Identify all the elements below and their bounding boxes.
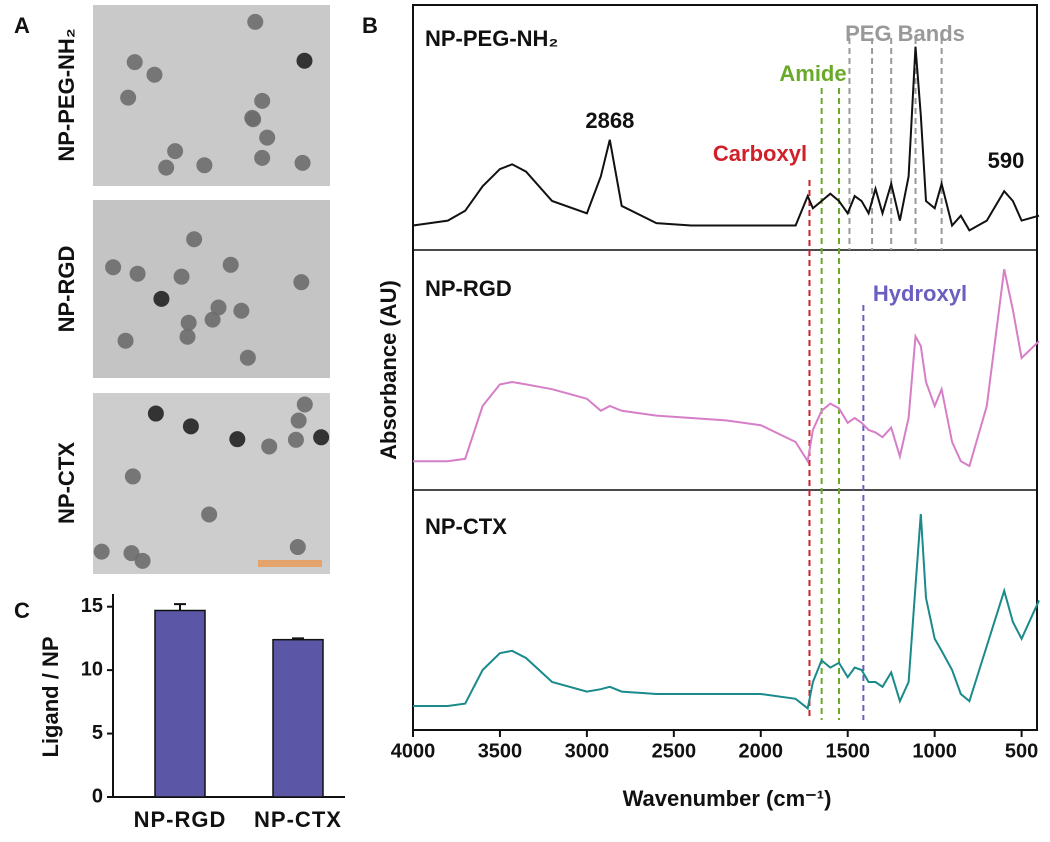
series-label: NP-CTX [425, 514, 507, 539]
particle [289, 539, 306, 556]
x-tick-label: 3000 [565, 740, 610, 762]
bar [154, 609, 206, 798]
particle [124, 468, 141, 485]
particle [153, 290, 170, 307]
image-label: NP-PEG-NH₂ [54, 28, 79, 161]
x-tick-label: 500 [1005, 740, 1038, 762]
x-tick-label: 1500 [825, 740, 870, 762]
particle [158, 159, 175, 176]
reference-label: Hydroxyl [873, 281, 967, 306]
series-label: NP-RGD [425, 276, 512, 301]
particle [313, 429, 330, 446]
y-tick-label: 5 [92, 722, 103, 744]
error-bar [174, 603, 186, 611]
spectrum-line [413, 513, 1040, 711]
particle [180, 314, 197, 331]
x-tick-label: 2500 [652, 740, 697, 762]
series-label: NP-PEG-NH₂ [425, 26, 558, 51]
particle [247, 13, 264, 30]
particle [229, 431, 246, 448]
particle [117, 332, 134, 349]
panel-label: A [14, 13, 30, 38]
bar [272, 638, 324, 798]
particle [123, 545, 140, 562]
particle [290, 412, 307, 429]
particle [294, 154, 311, 171]
y-tick-label: 0 [92, 785, 103, 807]
particle [287, 431, 304, 448]
particle [147, 405, 164, 422]
x-tick-label: 4000 [391, 740, 436, 762]
x-axis-label: Wavenumber (cm⁻¹) [623, 786, 832, 811]
particle [182, 418, 199, 435]
particle [167, 143, 184, 160]
image-label: NP-RGD [54, 246, 79, 333]
particle [222, 256, 239, 273]
particle [134, 552, 151, 569]
spectrum-line [412, 46, 1040, 232]
x-tick-label: 1000 [912, 740, 957, 762]
particle [105, 259, 122, 276]
scale-bar [258, 560, 322, 567]
particle [173, 268, 190, 285]
particle [261, 438, 278, 455]
particle [233, 302, 250, 319]
reference-label: Amide [779, 61, 846, 86]
reference-label: PEG Bands [845, 21, 965, 46]
x-tick-label: NP-CTX [254, 807, 342, 832]
panel-label: B [362, 13, 378, 38]
x-tick-label: 2000 [739, 740, 784, 762]
peak-label: 2868 [585, 108, 634, 133]
particle [146, 66, 163, 83]
particle [186, 231, 203, 248]
tem-image [93, 200, 330, 378]
particle [296, 396, 313, 413]
y-tick-label: 10 [81, 658, 103, 680]
y-tick-label: 15 [81, 595, 103, 617]
particle [245, 111, 262, 128]
particle [296, 52, 313, 69]
particle [210, 299, 227, 316]
particle [120, 89, 137, 106]
particle [126, 54, 143, 71]
image-label: NP-CTX [54, 442, 79, 524]
particle [129, 265, 146, 282]
x-tick-label: NP-RGD [134, 807, 227, 832]
spectrum-line [413, 268, 1040, 468]
particle [93, 543, 110, 560]
y-axis-label: Absorbance (AU) [376, 280, 401, 460]
error-bar [292, 637, 304, 640]
particle [259, 129, 276, 146]
plot-frame [412, 4, 1038, 731]
particle [204, 311, 221, 328]
x-tick-label: 3500 [478, 740, 523, 762]
particle [254, 149, 271, 166]
particle [239, 349, 256, 366]
peak-label: 590 [988, 148, 1025, 173]
particle [293, 274, 310, 291]
particle [201, 506, 218, 523]
particle [179, 328, 196, 345]
y-axis-label: Ligand / NP [38, 637, 63, 758]
particle [254, 92, 271, 109]
reference-label: Carboxyl [713, 141, 807, 166]
particle [196, 157, 213, 174]
particles [93, 13, 330, 569]
panel-label: C [14, 598, 30, 623]
